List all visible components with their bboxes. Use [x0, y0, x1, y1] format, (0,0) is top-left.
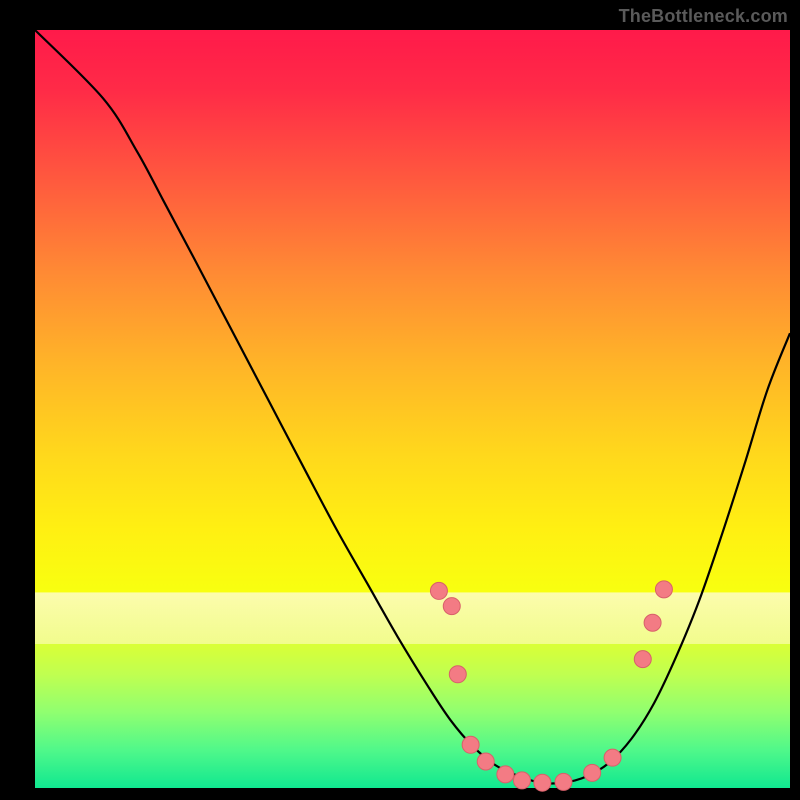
highlight-band — [35, 592, 790, 644]
data-marker — [604, 749, 621, 766]
data-marker — [443, 598, 460, 615]
watermark-text: TheBottleneck.com — [619, 6, 788, 27]
data-marker — [477, 753, 494, 770]
data-marker — [534, 774, 551, 791]
data-marker — [497, 766, 514, 783]
data-marker — [644, 614, 661, 631]
data-marker — [655, 581, 672, 598]
data-marker — [634, 651, 651, 668]
data-marker — [449, 666, 466, 683]
plot-background — [35, 30, 790, 788]
data-marker — [462, 736, 479, 753]
data-marker — [584, 764, 601, 781]
chart-container — [0, 0, 800, 800]
data-marker — [513, 772, 530, 789]
data-marker — [430, 582, 447, 599]
bottleneck-chart — [0, 0, 800, 800]
data-marker — [555, 773, 572, 790]
